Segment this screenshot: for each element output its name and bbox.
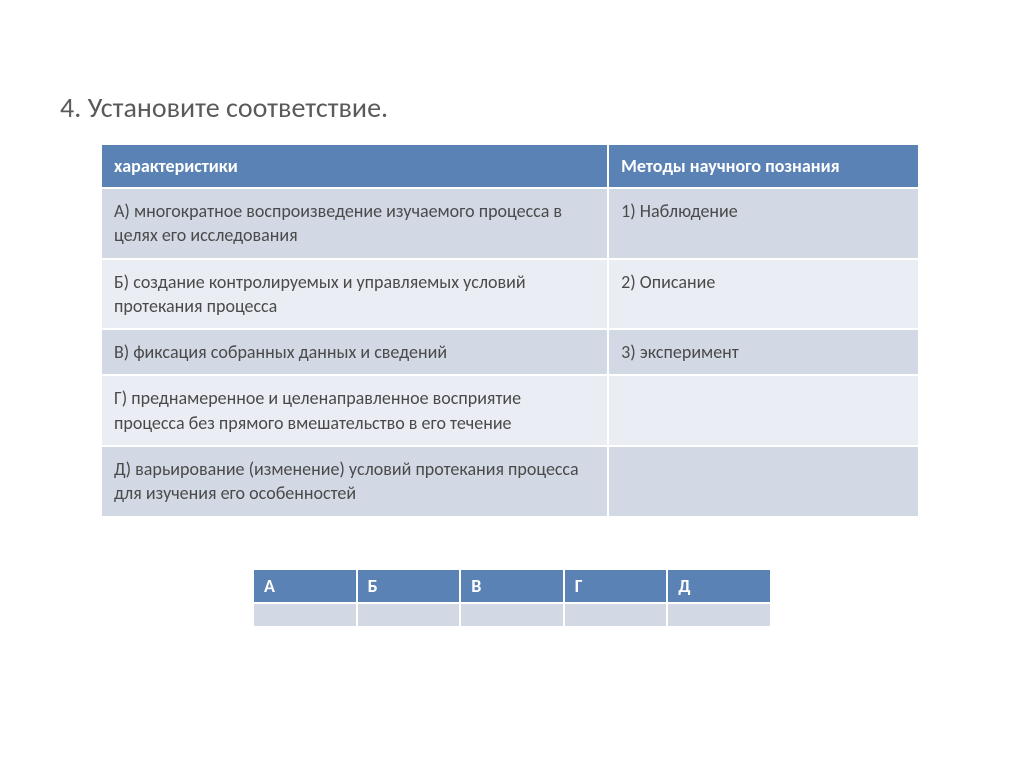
answer-cell-d — [667, 603, 771, 627]
table-row: Б) создание контролируемых и управляемых… — [101, 259, 919, 330]
cell-right — [608, 375, 919, 446]
answer-table: А Б В Г Д — [252, 568, 772, 628]
main-header-left: характеристики — [101, 144, 608, 188]
cell-left: Г) преднамеренное и целенаправленное вос… — [101, 375, 608, 446]
answer-cell-v — [460, 603, 564, 627]
cell-left: В) фиксация собранных данных и сведений — [101, 329, 608, 375]
answer-table-wrap: А Б В Г Д — [60, 568, 964, 628]
cell-left: А) многократное воспроизведение изучаемо… — [101, 188, 608, 259]
cell-left: Д) варьирование (изменение) условий прот… — [101, 446, 608, 517]
cell-right: 1) Наблюдение — [608, 188, 919, 259]
main-table-header-row: характеристики Методы научного познания — [101, 144, 919, 188]
answer-header-b: Б — [357, 569, 461, 603]
table-row: А) многократное воспроизведение изучаемо… — [101, 188, 919, 259]
answer-cell-g — [564, 603, 668, 627]
page-container: 4. Установите соответствие. характеристи… — [0, 0, 1024, 628]
cell-right: 2) Описание — [608, 259, 919, 330]
page-title: 4. Установите соответствие. — [60, 90, 964, 125]
cell-right — [608, 446, 919, 517]
answer-value-row — [253, 603, 771, 627]
answer-cell-b — [357, 603, 461, 627]
table-row: Г) преднамеренное и целенаправленное вос… — [101, 375, 919, 446]
answer-header-v: В — [460, 569, 564, 603]
main-header-right: Методы научного познания — [608, 144, 919, 188]
answer-header-g: Г — [564, 569, 668, 603]
cell-left: Б) создание контролируемых и управляемых… — [101, 259, 608, 330]
answer-cell-a — [253, 603, 357, 627]
table-row: В) фиксация собранных данных и сведений … — [101, 329, 919, 375]
main-table: характеристики Методы научного познания … — [100, 143, 920, 518]
answer-header-d: Д — [667, 569, 771, 603]
answer-header-a: А — [253, 569, 357, 603]
table-row: Д) варьирование (изменение) условий прот… — [101, 446, 919, 517]
cell-right: 3) эксперимент — [608, 329, 919, 375]
answer-header-row: А Б В Г Д — [253, 569, 771, 603]
